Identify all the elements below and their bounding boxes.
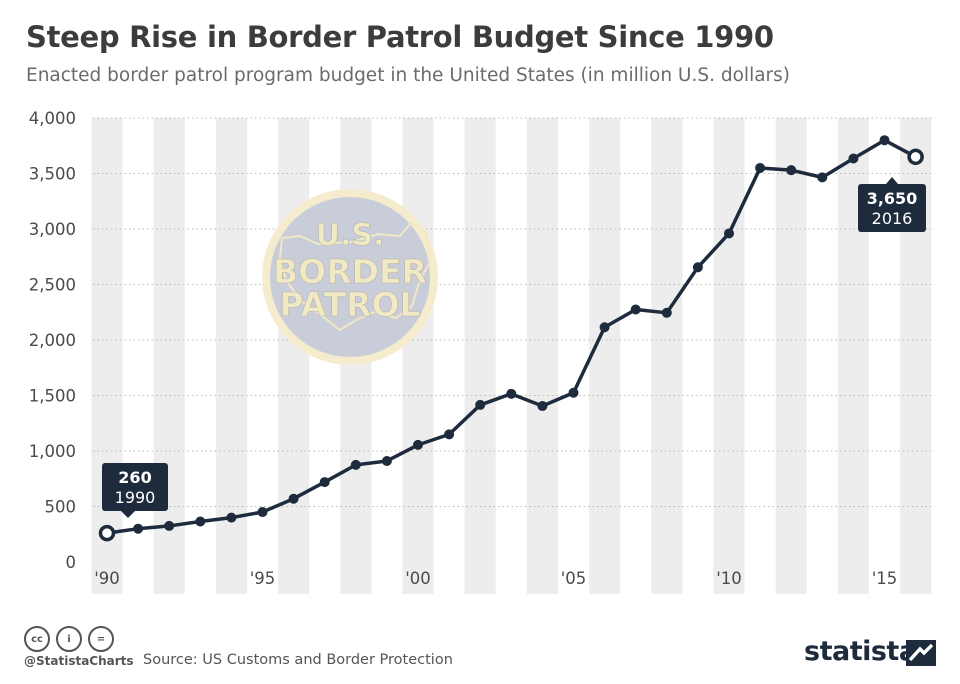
seal-text-us: U.S. bbox=[316, 218, 385, 253]
data-point bbox=[475, 399, 486, 410]
x-axis: '90 '95 '00 '05 '10 '15 bbox=[94, 569, 897, 588]
chart-title: Steep Rise in Border Patrol Budget Since… bbox=[26, 20, 774, 54]
year-stripe bbox=[153, 118, 185, 594]
year-stripe bbox=[713, 118, 745, 594]
data-point bbox=[133, 523, 144, 534]
seal-text-patrol: PATROL bbox=[279, 285, 420, 324]
data-points bbox=[98, 135, 924, 542]
y-tick-label: 1,000 bbox=[29, 442, 76, 461]
y-tick-label: 2,500 bbox=[29, 276, 76, 295]
us-map-outline bbox=[278, 220, 432, 332]
year-stripe bbox=[278, 118, 310, 594]
data-point bbox=[599, 322, 610, 333]
callout-value: 3,650 bbox=[867, 189, 918, 208]
y-tick-label: 500 bbox=[45, 498, 77, 517]
year-stripe bbox=[775, 118, 807, 594]
y-tick-label: 3,000 bbox=[29, 220, 76, 239]
data-point bbox=[226, 512, 237, 523]
chart-subtitle: Enacted border patrol program budget in … bbox=[26, 65, 791, 86]
statista-logo-icon bbox=[906, 640, 936, 666]
x-tick-label: '10 bbox=[716, 569, 742, 588]
seal-text-border: BORDER bbox=[273, 252, 427, 291]
data-point bbox=[413, 439, 423, 450]
data-point bbox=[381, 455, 392, 466]
data-point bbox=[724, 228, 734, 239]
year-stripe bbox=[402, 118, 434, 594]
y-tick-label: 3,500 bbox=[29, 165, 76, 184]
data-point bbox=[661, 307, 672, 318]
year-stripe bbox=[91, 118, 123, 594]
data-point bbox=[164, 520, 175, 531]
x-tick-label: '05 bbox=[561, 569, 587, 588]
data-point bbox=[817, 172, 828, 183]
data-point bbox=[692, 262, 703, 273]
x-tick-label: '90 bbox=[94, 569, 120, 588]
data-point bbox=[257, 507, 268, 518]
year-stripes bbox=[91, 118, 932, 594]
data-point bbox=[879, 135, 890, 146]
callout-pointer bbox=[121, 511, 135, 518]
data-point bbox=[755, 162, 766, 173]
callout-value: 260 bbox=[118, 468, 151, 487]
creative-commons-icon[interactable]: cc bbox=[24, 626, 50, 652]
callout-pointer bbox=[886, 177, 898, 184]
data-point bbox=[786, 165, 797, 176]
social-handle[interactable]: @StatistaCharts bbox=[24, 654, 134, 668]
callout-year: 2016 bbox=[872, 209, 913, 228]
data-point bbox=[506, 388, 517, 399]
y-tick-label: 0 bbox=[66, 553, 77, 572]
callout-box bbox=[858, 184, 926, 232]
no-derivatives-icon[interactable]: = bbox=[88, 626, 114, 652]
x-tick-label: '00 bbox=[405, 569, 431, 588]
license-icons: cc i = bbox=[24, 626, 114, 652]
data-point bbox=[350, 459, 361, 470]
data-point bbox=[195, 516, 206, 527]
y-tick-label: 2,000 bbox=[29, 331, 76, 350]
data-point bbox=[848, 153, 859, 164]
data-point bbox=[444, 429, 455, 440]
attribution-icon[interactable]: i bbox=[56, 626, 82, 652]
year-stripe bbox=[464, 118, 496, 594]
brand-logo[interactable]: statista bbox=[804, 636, 917, 667]
callout-year: 1990 bbox=[115, 488, 156, 507]
data-point bbox=[630, 304, 641, 315]
data-point-highlight bbox=[98, 524, 116, 542]
data-point bbox=[288, 493, 299, 504]
data-point bbox=[537, 401, 548, 412]
y-tick-label: 1,500 bbox=[29, 387, 76, 406]
year-stripe bbox=[589, 118, 621, 594]
source-note[interactable]: Source: US Customs and Border Protection bbox=[143, 652, 453, 668]
x-tick-label: '15 bbox=[872, 569, 898, 588]
data-point-highlight bbox=[907, 148, 924, 166]
data-point bbox=[319, 477, 330, 488]
y-tick-label: 4,000 bbox=[29, 109, 76, 128]
callout-box bbox=[102, 463, 168, 511]
x-tick-label: '95 bbox=[250, 569, 276, 588]
year-stripe bbox=[651, 118, 683, 594]
data-point bbox=[568, 387, 579, 398]
year-stripe bbox=[526, 118, 558, 594]
y-gridlines: 0 500 1,000 1,500 2,000 2,500 3,000 3,500 4,000 bbox=[29, 109, 935, 572]
